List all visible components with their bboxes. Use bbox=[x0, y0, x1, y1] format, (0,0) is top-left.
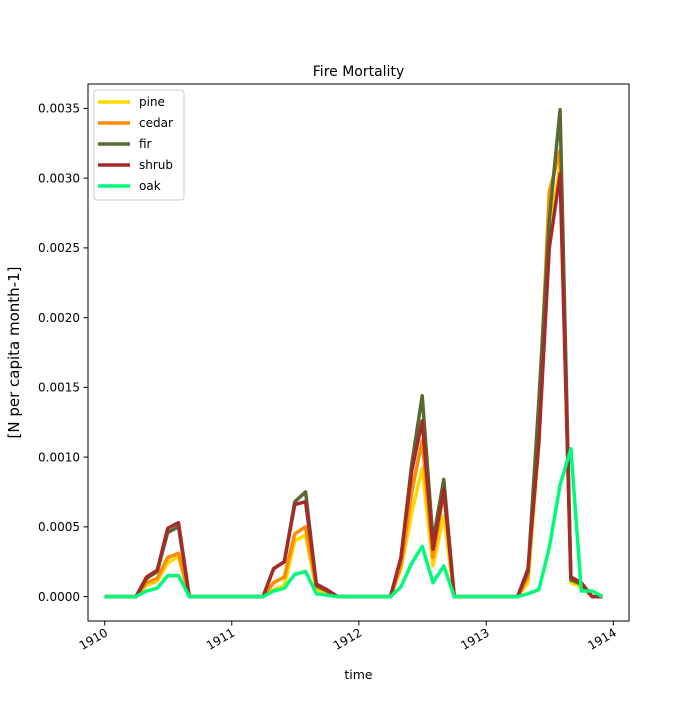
legend-label-cedar: cedar bbox=[139, 116, 173, 130]
y-axis-label: [N per capita month-1] bbox=[5, 267, 23, 439]
series-layer bbox=[104, 108, 604, 599]
x-axis-label: time bbox=[344, 667, 373, 682]
series-line-oak bbox=[104, 446, 604, 599]
legend-label-shrub: shrub bbox=[139, 158, 173, 172]
y-tick-label: 0.0035 bbox=[38, 102, 80, 116]
legend: pine cedar fir shrub oak bbox=[93, 89, 185, 201]
y-tick-label: 0.0025 bbox=[38, 241, 80, 255]
chart-title: Fire Mortality bbox=[313, 64, 404, 80]
legend-label-oak: oak bbox=[139, 179, 161, 193]
y-axis-ticks: 0.0000 0.0005 0.0010 0.0015 0.0020 0.0025 0.00… bbox=[38, 102, 88, 604]
y-tick-label: 0.0030 bbox=[38, 171, 80, 185]
y-tick-label: 0.0015 bbox=[38, 381, 80, 395]
y-tick-label: 0.0000 bbox=[38, 590, 80, 604]
y-tick-label: 0.0020 bbox=[38, 311, 80, 325]
y-tick-label: 0.0010 bbox=[38, 450, 80, 464]
y-tick-label: 0.0005 bbox=[38, 520, 80, 534]
legend-frame bbox=[93, 89, 185, 201]
legend-label-fir: fir bbox=[139, 137, 152, 151]
legend-label-pine: pine bbox=[139, 95, 165, 109]
